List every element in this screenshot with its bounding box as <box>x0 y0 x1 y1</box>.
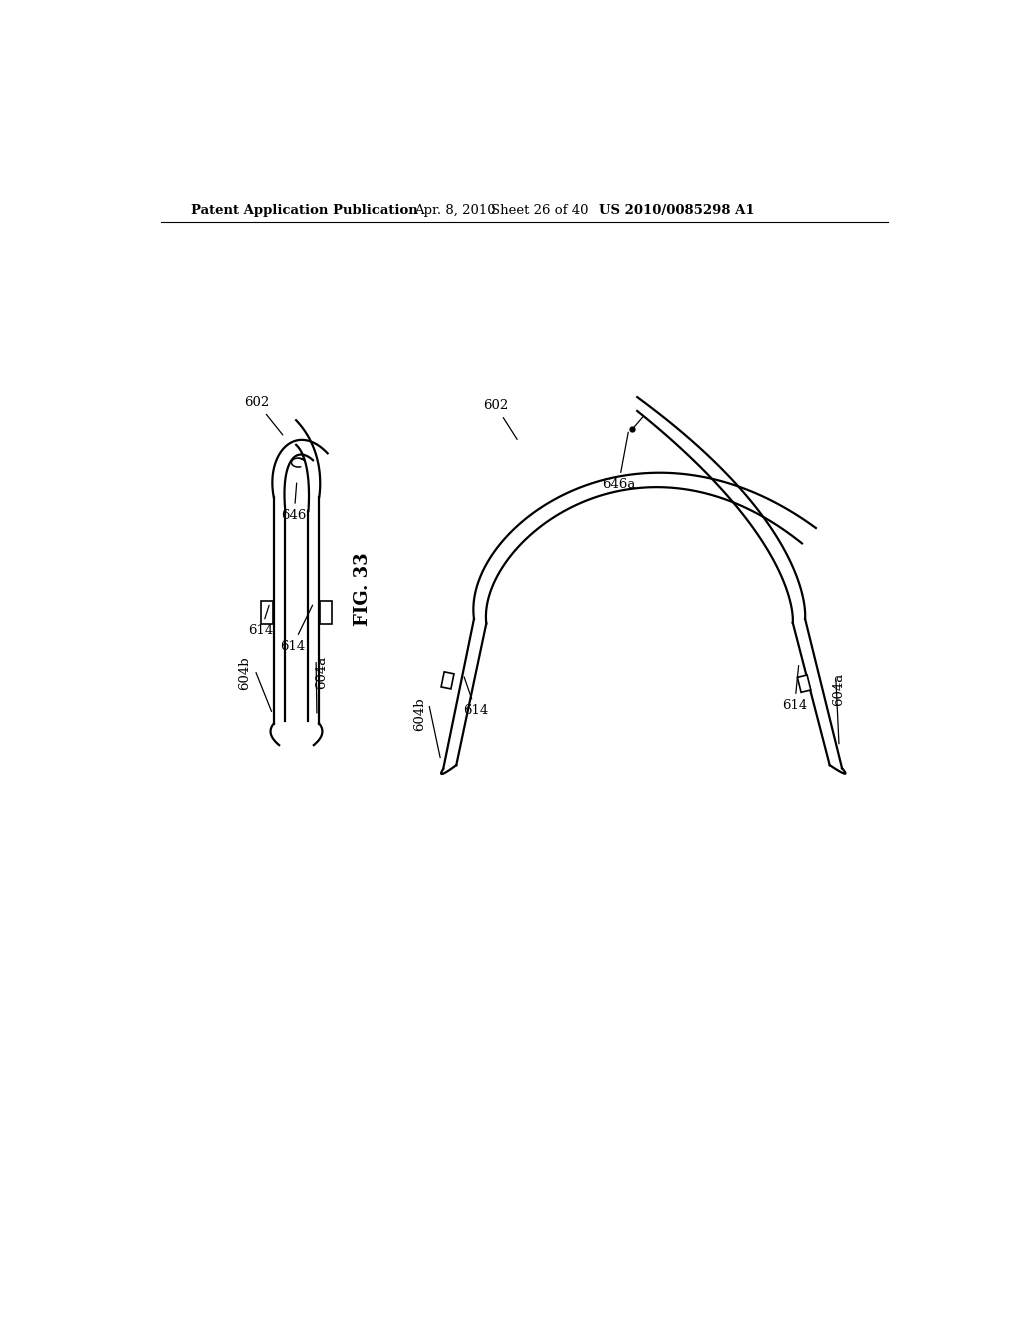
Text: 646: 646 <box>282 483 307 521</box>
Text: 604b: 604b <box>238 656 251 689</box>
Text: 614: 614 <box>280 605 312 652</box>
Text: 646a: 646a <box>602 432 635 491</box>
Text: 602: 602 <box>245 396 283 436</box>
Polygon shape <box>443 619 486 770</box>
Text: 614: 614 <box>782 665 807 711</box>
Text: Patent Application Publication: Patent Application Publication <box>190 205 418 218</box>
Bar <box>261 601 273 624</box>
Polygon shape <box>793 619 842 768</box>
Text: 602: 602 <box>483 400 517 440</box>
Text: 614: 614 <box>249 606 273 638</box>
Polygon shape <box>473 397 816 623</box>
Polygon shape <box>272 420 328 723</box>
Text: 604b: 604b <box>414 697 427 731</box>
Bar <box>319 601 332 624</box>
Text: US 2010/0085298 A1: US 2010/0085298 A1 <box>599 205 755 218</box>
Text: 604a: 604a <box>833 673 846 706</box>
Bar <box>441 672 454 689</box>
Text: 604a: 604a <box>315 656 328 689</box>
Bar <box>798 675 811 692</box>
Text: 614: 614 <box>463 677 488 717</box>
Text: Sheet 26 of 40: Sheet 26 of 40 <box>490 205 589 218</box>
Text: FIG. 33: FIG. 33 <box>354 553 372 627</box>
Text: Apr. 8, 2010: Apr. 8, 2010 <box>414 205 496 218</box>
